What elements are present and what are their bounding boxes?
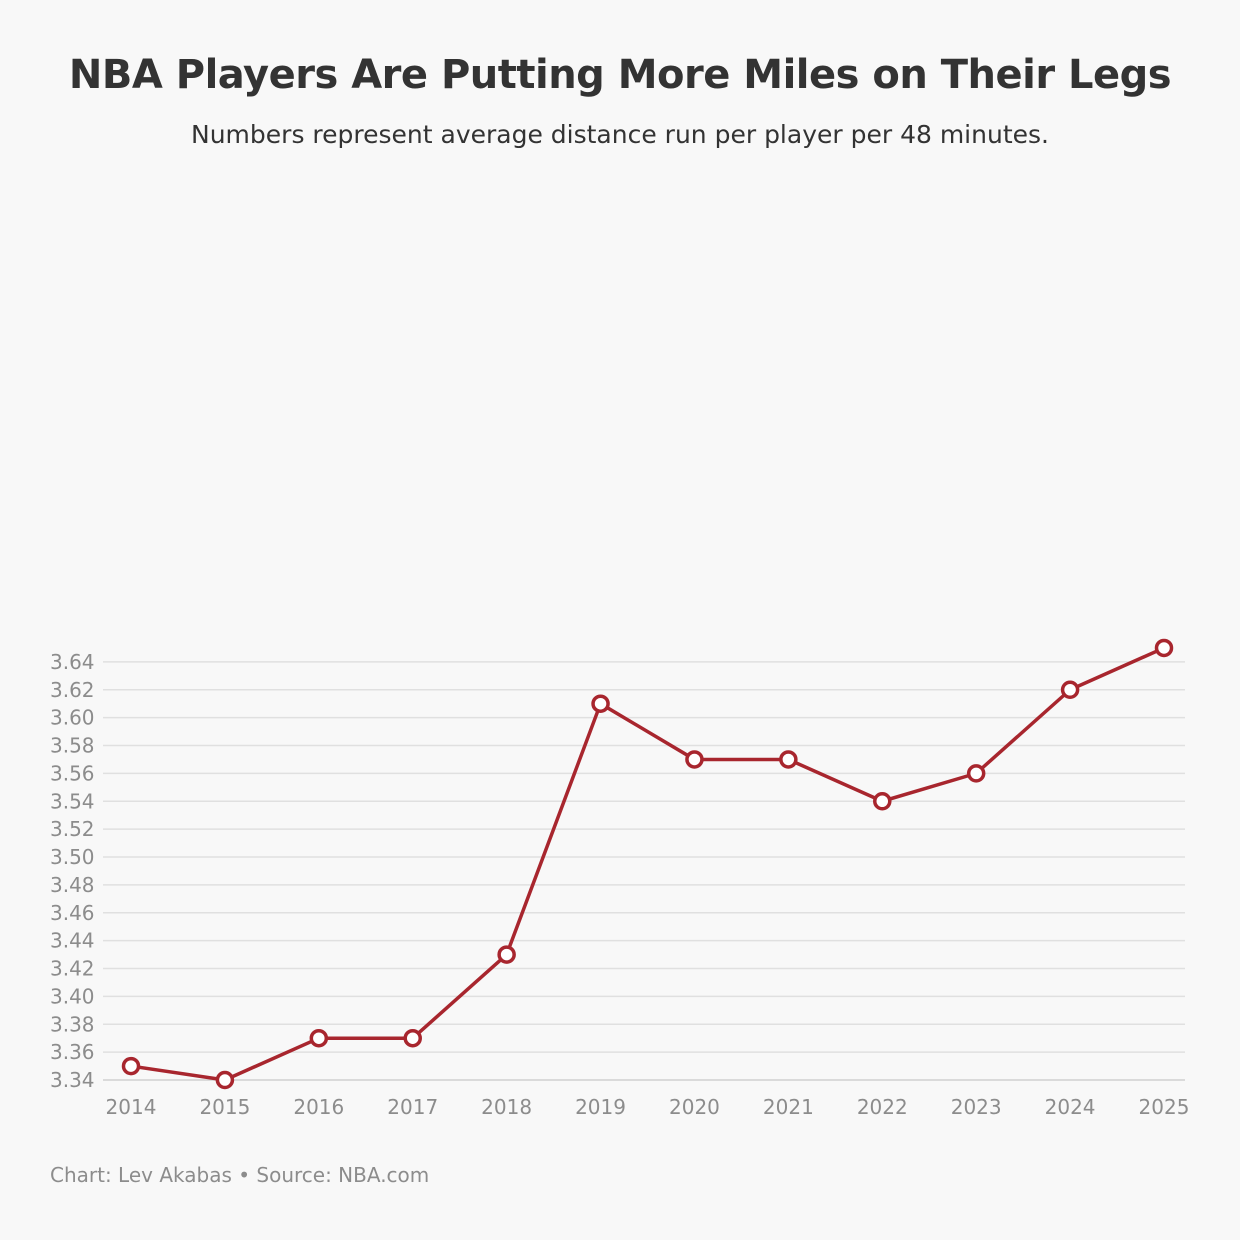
data-point <box>121 1056 141 1076</box>
x-tick-label: 2015 <box>199 1095 250 1119</box>
data-point <box>309 1028 329 1048</box>
data-point <box>1060 680 1080 699</box>
data-point <box>215 1070 235 1090</box>
y-tick-label: 3.64 <box>50 650 95 674</box>
y-tick-label: 3.42 <box>50 957 95 981</box>
y-tick-label: 3.38 <box>50 1012 95 1036</box>
data-point <box>779 750 798 769</box>
x-tick-label: 2025 <box>1139 1095 1190 1119</box>
x-tick-label: 2022 <box>857 1095 908 1119</box>
y-tick-label: 3.56 <box>50 761 95 785</box>
x-tick-label: 2019 <box>575 1095 626 1119</box>
y-tick-label: 3.46 <box>50 901 95 925</box>
y-tick-label: 3.40 <box>50 984 95 1008</box>
y-tick-label: 3.62 <box>50 678 95 702</box>
chart-subtitle: Numbers represent average distance run p… <box>191 120 1049 149</box>
x-tick-label: 2016 <box>293 1095 344 1119</box>
y-tick-label: 3.34 <box>50 1068 95 1092</box>
y-tick-label: 3.54 <box>50 789 95 813</box>
chart-footer: Chart: Lev Akabas • Source: NBA.com <box>50 1163 430 1187</box>
y-tick-label: 3.48 <box>50 873 95 897</box>
x-tick-label: 2024 <box>1045 1095 1096 1119</box>
gridlines <box>103 661 1185 1081</box>
data-point <box>403 1028 422 1048</box>
data-point <box>591 694 610 713</box>
series-line <box>129 646 1166 1082</box>
x-axis-tick-labels: 2014 2015 2016 2017 2018 2019 2020 2021 2022 2023… <box>106 1095 1190 1119</box>
data-point <box>1154 638 1174 658</box>
y-tick-label: 3.44 <box>50 929 95 953</box>
data-point <box>497 945 516 964</box>
y-axis-tick-labels: 3.34 3.36 3.38 3.40 3.42 3.44 3.46 3.48 3.50 3.52… <box>50 650 95 1092</box>
y-tick-label: 3.50 <box>50 845 95 869</box>
x-tick-label: 2021 <box>763 1095 814 1119</box>
data-point <box>685 750 704 769</box>
y-tick-label: 3.52 <box>50 817 95 841</box>
data-point <box>966 764 986 783</box>
x-tick-label: 2018 <box>481 1095 532 1119</box>
y-tick-label: 3.36 <box>50 1040 95 1064</box>
series-line-group <box>129 646 1166 1082</box>
x-tick-label: 2023 <box>951 1095 1002 1119</box>
data-points <box>121 638 1174 1090</box>
y-tick-label: 3.58 <box>50 734 95 758</box>
x-tick-label: 2017 <box>387 1095 438 1119</box>
y-tick-label: 3.60 <box>50 706 95 730</box>
chart-title: NBA Players Are Putting More Miles on Th… <box>68 52 1172 98</box>
x-tick-label: 2020 <box>669 1095 720 1119</box>
x-tick-label: 2014 <box>106 1095 157 1119</box>
data-point <box>873 792 892 811</box>
